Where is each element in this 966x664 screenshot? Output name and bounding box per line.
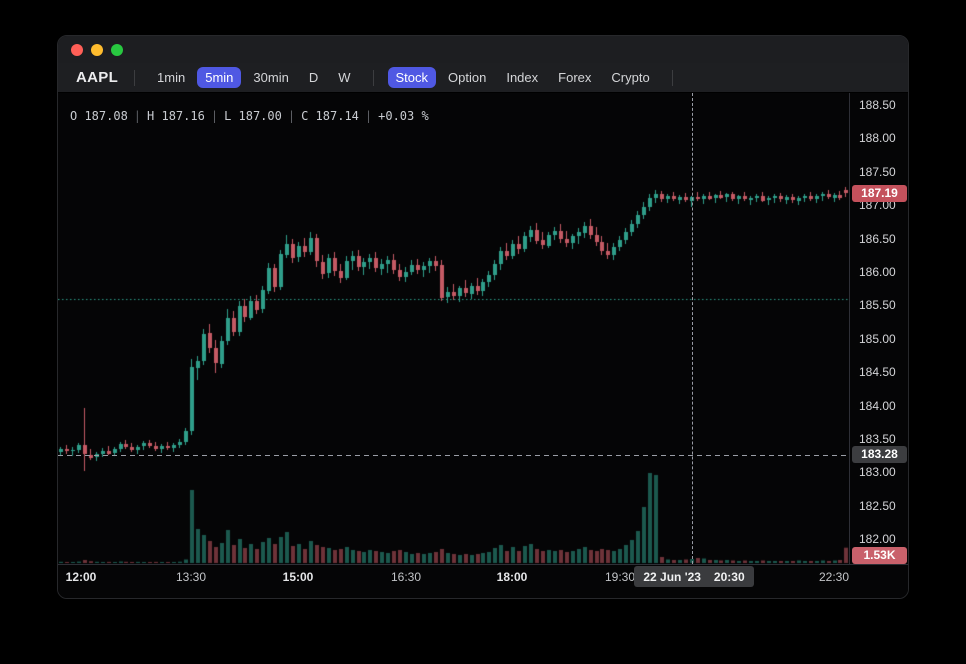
market-tab-index[interactable]: Index (498, 67, 546, 88)
ohlc-value: H 187.16 (147, 109, 205, 123)
time-tick-label: 22:30 (818, 570, 850, 584)
crosshair-date: 22 Jun '23 (643, 569, 701, 584)
titlebar[interactable] (58, 36, 908, 63)
crosshair-time-label: 22 Jun '23 20:30 (634, 566, 754, 587)
toolbar-separator (671, 69, 673, 86)
time-tick-label: 12:00 (65, 570, 97, 584)
timeframe-1min[interactable]: 1min (149, 67, 193, 88)
zoom-button[interactable] (111, 43, 123, 56)
trading-app-window: AAPL 1min 5min 30min D W Stock Option Index For… (57, 35, 909, 599)
price-tick-label: 185.50 (859, 298, 896, 313)
ohlc-separator: | (210, 109, 219, 123)
time-tick-label: 13:30 (175, 570, 207, 584)
timeframe-w[interactable]: W (330, 67, 358, 88)
ohlc-info-line: O 187.08 | H 187.16 | L 187.00 | C 187.14 | +0.0… (70, 109, 429, 123)
minimize-button[interactable] (91, 43, 103, 56)
price-axis[interactable]: 187.19 183.28 1.53K 188.50 188.00 187.50 18… (849, 93, 908, 589)
timeframe-5min[interactable]: 5min (197, 67, 242, 88)
crosshair-vertical-line (692, 93, 693, 564)
timeframe-30min[interactable]: 30min (245, 67, 296, 88)
market-tab-crypto[interactable]: Crypto (603, 67, 657, 88)
market-tab-option[interactable]: Option (440, 67, 494, 88)
time-axis[interactable]: 22 Jun '23 20:30 12:00 13:30 15:00 16:30 18:… (58, 564, 908, 589)
timeframe-d[interactable]: D (301, 67, 326, 88)
ohlc-value: C 187.14 (301, 109, 359, 123)
price-tick-label: 184.50 (859, 365, 896, 380)
ohlc-separator: | (133, 109, 142, 123)
market-group: Stock Option Index Forex Crypto (387, 67, 658, 88)
price-tick-label: 184.00 (859, 398, 896, 413)
price-tick-label: 187.50 (859, 164, 896, 179)
ohlc-separator: | (364, 109, 373, 123)
chart-area: O 187.08 | H 187.16 | L 187.00 | C 187.14 | +0.0… (58, 93, 908, 598)
ohlc-value: +0.03 % (378, 109, 429, 123)
price-tick-label: 183.50 (859, 432, 896, 446)
price-tick-label: 186.00 (859, 265, 896, 279)
crosshair-horizontal-line (58, 455, 849, 456)
ohlc-separator: | (287, 109, 296, 123)
toolbar-separator (372, 69, 374, 86)
traffic-lights (71, 43, 123, 56)
price-tick-label: 188.00 (859, 131, 896, 146)
time-tick-label: 19:30 (604, 570, 636, 584)
crosshair-time: 20:30 (713, 569, 745, 584)
market-tab-stock[interactable]: Stock (387, 67, 437, 88)
candlestick-chart-canvas[interactable] (58, 93, 849, 564)
close-button[interactable] (71, 43, 83, 56)
time-tick-label: 18:00 (496, 570, 528, 584)
price-tick-label: 187.00 (859, 198, 896, 213)
toolbar-separator (134, 69, 136, 86)
price-tick-label: 182.00 (859, 532, 896, 547)
price-tick-label: 183.00 (859, 465, 896, 480)
timeframe-group: 1min 5min 30min D W (149, 67, 358, 88)
price-tick-label: 185.00 (859, 331, 896, 346)
price-tick-label: 188.50 (859, 98, 896, 112)
volume-label: 1.53K (852, 546, 907, 564)
toolbar: AAPL 1min 5min 30min D W Stock Option Index For… (58, 63, 908, 93)
ticker-symbol: AAPL (76, 69, 119, 86)
price-tick-label: 182.50 (859, 498, 896, 513)
price-tick-label: 186.50 (859, 231, 896, 246)
ohlc-value: O 187.08 (70, 109, 128, 123)
time-tick-label: 15:00 (282, 570, 314, 584)
crosshair-price-label: 183.28 (852, 445, 907, 463)
time-tick-label: 16:30 (390, 570, 422, 584)
ohlc-value: L 187.00 (224, 109, 282, 123)
last-price-label: 187.19 (852, 184, 907, 202)
market-tab-forex[interactable]: Forex (550, 67, 599, 88)
